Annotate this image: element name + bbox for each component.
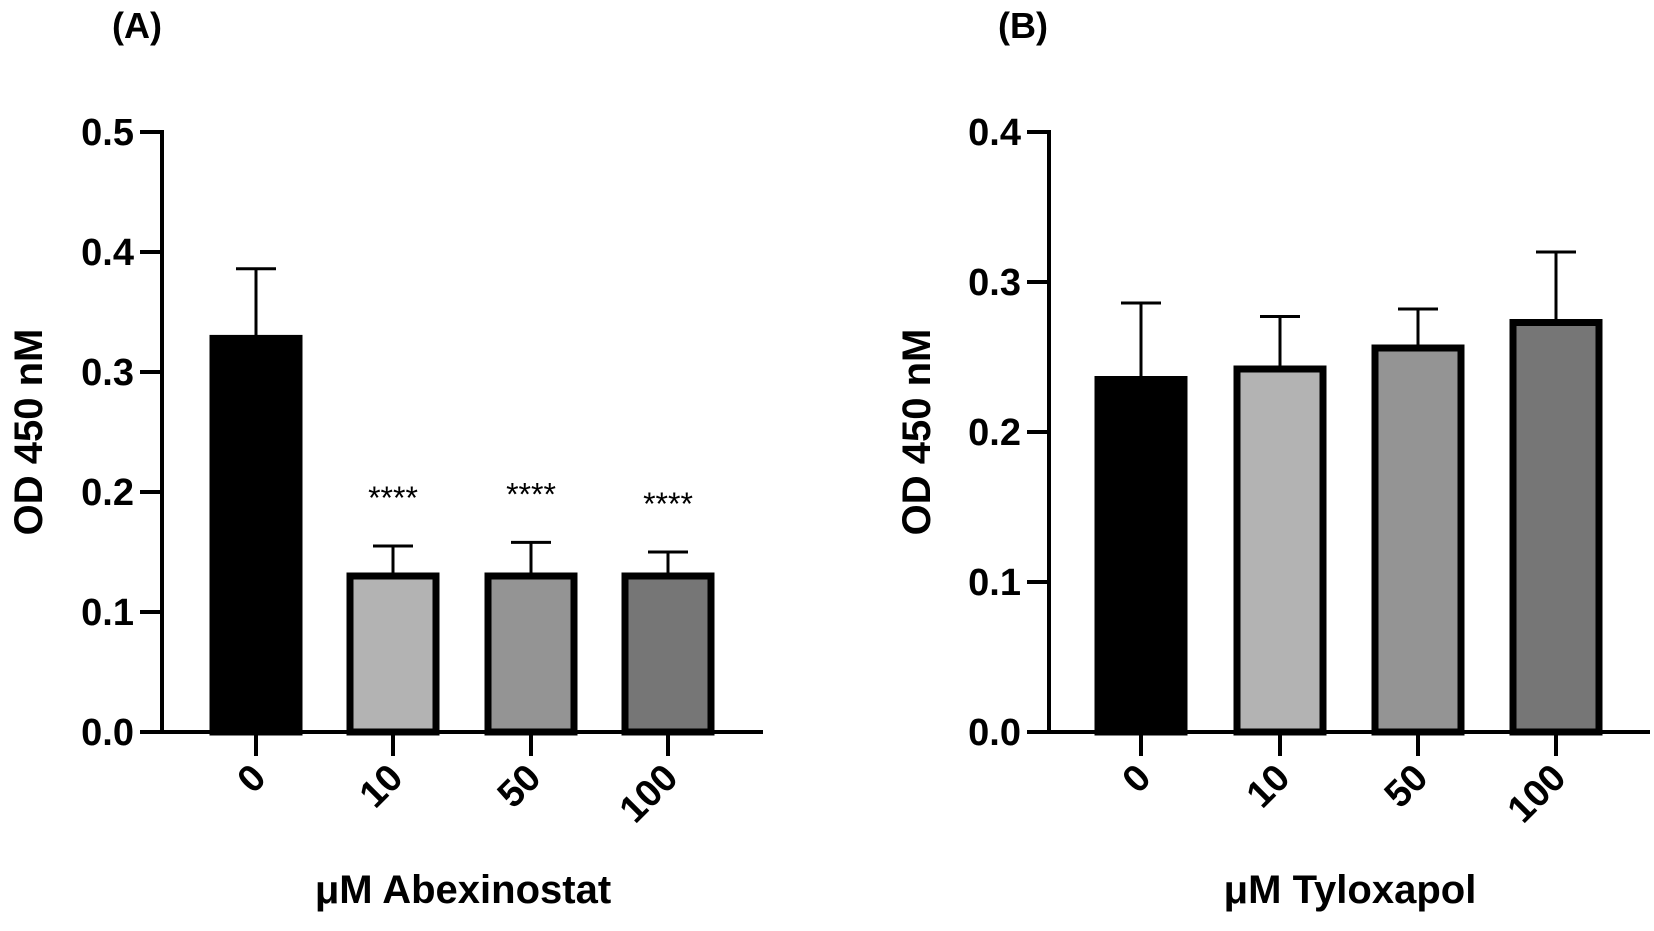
- x-tick-label: 50: [1377, 757, 1437, 817]
- y-tick-label: 0.2: [81, 472, 134, 514]
- chart-b: (B) 0.0 0.1 0.2 0.3 0.4 0 10 50 100 OD 450 nM μM Ty…: [895, 5, 1650, 912]
- bar-10: [1233, 365, 1327, 736]
- x-tick-label: 10: [352, 757, 412, 817]
- y-axis-title: OD 450 nM: [7, 329, 51, 536]
- bar-100: [1509, 319, 1603, 736]
- y-tick-label: 0.3: [81, 352, 134, 394]
- panel-label: (B): [998, 5, 1048, 46]
- x-axis-title: μM Abexinostat: [315, 868, 611, 912]
- x-axis-title: μM Tyloxapol: [1224, 868, 1477, 912]
- y-tick-label: 0.4: [968, 112, 1021, 154]
- x-tick-label: 50: [490, 757, 550, 817]
- significance-label: ****: [643, 486, 693, 522]
- x-tick-label: 100: [612, 757, 687, 832]
- bar-0: [1094, 376, 1188, 736]
- bar-100: [621, 572, 715, 736]
- panel-label: (A): [112, 5, 162, 46]
- bar-0: [209, 334, 303, 736]
- significance-label: ****: [368, 480, 418, 516]
- chart-a: (A) **** **** **** 0.0 0.1 0.2 0.3 0.4 0.5 0 10 50 10…: [7, 5, 763, 912]
- y-tick-label: 0.1: [968, 562, 1021, 604]
- y-tick-label: 0.1: [81, 592, 134, 634]
- y-tick-label: 0.0: [81, 712, 134, 754]
- y-tick-label: 0.3: [968, 262, 1021, 304]
- x-tick-label: 0: [230, 757, 275, 802]
- x-tick-label: 100: [1500, 757, 1575, 832]
- significance-label: ****: [506, 476, 556, 512]
- x-tick-label: 0: [1115, 757, 1160, 802]
- y-tick-label: 0.0: [968, 712, 1021, 754]
- y-tick-label: 0.5: [81, 112, 134, 154]
- y-tick-label: 0.4: [81, 232, 134, 274]
- bar-10: [346, 572, 440, 736]
- bar-50: [484, 572, 578, 736]
- bar-50: [1371, 344, 1465, 736]
- y-tick-label: 0.2: [968, 412, 1021, 454]
- y-axis-title: OD 450 nM: [895, 329, 939, 536]
- x-tick-label: 10: [1239, 757, 1299, 817]
